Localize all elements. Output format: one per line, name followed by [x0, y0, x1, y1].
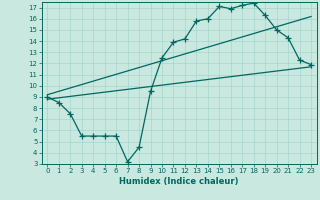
X-axis label: Humidex (Indice chaleur): Humidex (Indice chaleur)	[119, 177, 239, 186]
